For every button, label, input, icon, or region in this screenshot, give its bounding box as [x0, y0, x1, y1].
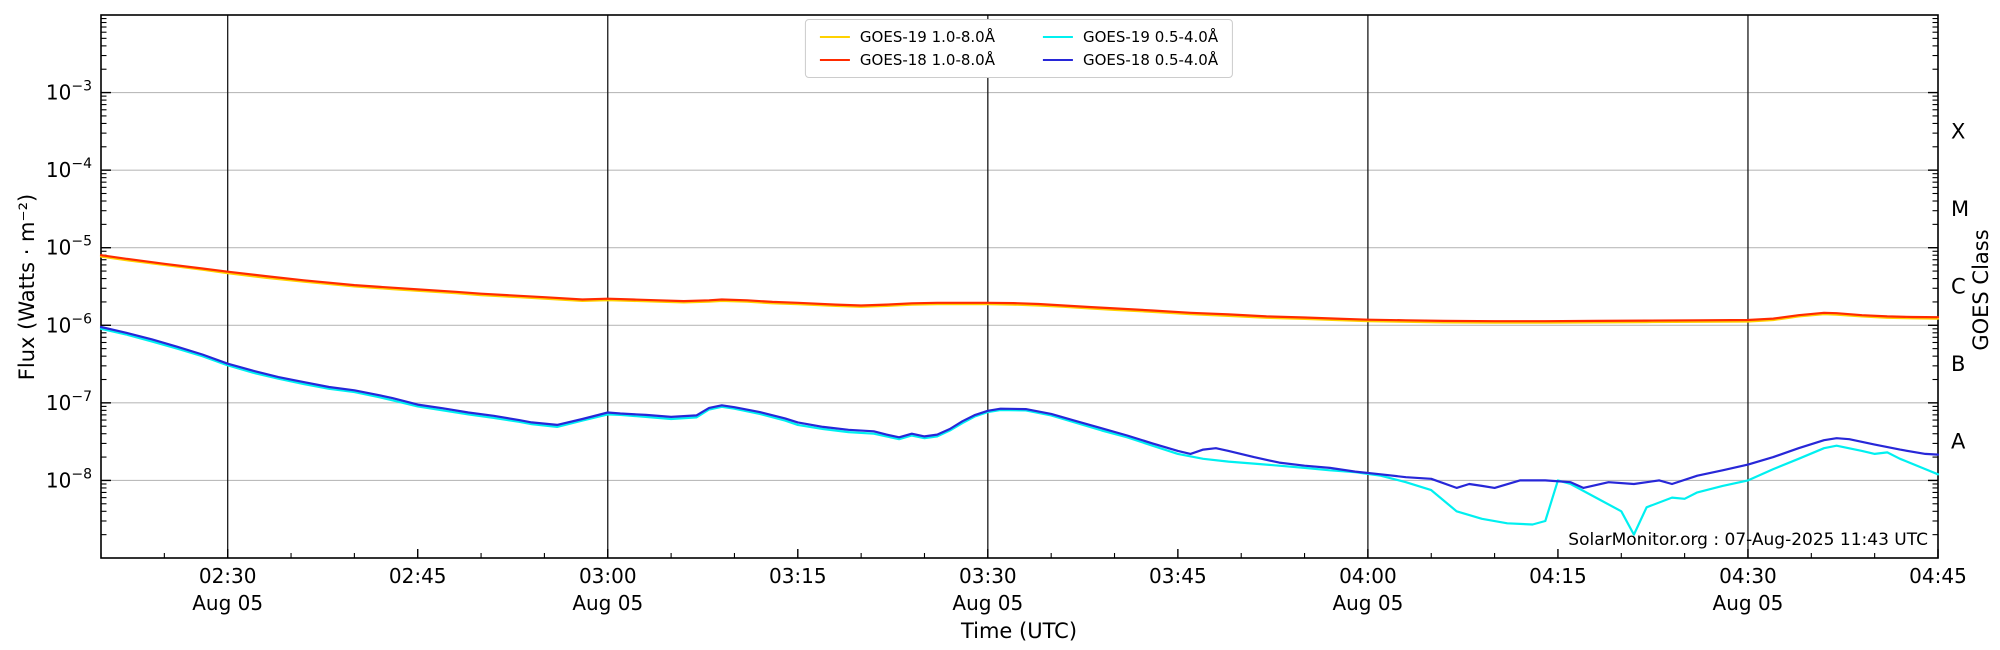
y-tick-label: 10−7: [46, 389, 92, 415]
x-tick-label: 04:30: [1719, 564, 1777, 588]
x-tick-label: 02:30: [199, 564, 257, 588]
series-line-goes-18-0-5-4-0-: [99, 325, 1940, 489]
x-tick-label: 02:45: [389, 564, 447, 588]
x-axis-title: Time (UTC): [960, 619, 1078, 643]
y-tick-label: 10−5: [46, 234, 92, 260]
x-tick-label: 03:00: [579, 564, 637, 588]
legend-item: GOES-19 1.0-8.0Å: [819, 28, 995, 46]
x-tick-date-label: Aug 05: [192, 591, 263, 615]
x-tick-label: 03:30: [959, 564, 1017, 588]
x-tick-date-label: Aug 05: [952, 591, 1023, 615]
legend-item: GOES-18 1.0-8.0Å: [819, 51, 995, 69]
x-tick-date-label: Aug 05: [1332, 591, 1403, 615]
legend-label: GOES-18 0.5-4.0Å: [1083, 51, 1219, 69]
series-line-goes-18-1-0-8-0-: [99, 254, 1940, 323]
goes-class-letter: X: [1951, 119, 1965, 143]
y-tick-label: 10−8: [46, 466, 92, 492]
y-axis-title: Flux (Watts · m⁻²): [15, 193, 39, 381]
y-tick-label: 10−4: [46, 156, 92, 182]
legend-label: GOES-19 0.5-4.0Å: [1083, 28, 1219, 46]
x-tick-label: 04:45: [1909, 564, 1967, 588]
right-axis-title: GOES Class: [1969, 229, 1993, 351]
y-tick-label: 10−6: [46, 311, 92, 337]
series-line-goes-19-1-0-8-0-: [99, 255, 1940, 324]
goes-class-letter: M: [1951, 197, 1969, 221]
goes-class-letter: A: [1951, 430, 1966, 454]
goes-class-letter: B: [1951, 352, 1965, 376]
series-line-goes-19-0-5-4-0-: [99, 327, 1940, 536]
legend: GOES-19 1.0-8.0Å GOES-18 1.0-8.0Å GOES-19 …: [804, 19, 1234, 78]
legend-label: GOES-18 1.0-8.0Å: [859, 51, 995, 69]
x-tick-label: 04:15: [1529, 564, 1587, 588]
legend-swatch-0: [819, 36, 850, 38]
legend-item: GOES-19 0.5-4.0Å: [1043, 28, 1218, 46]
x-tick-label: 03:45: [1149, 564, 1207, 588]
legend-item: GOES-18 0.5-4.0Å: [1043, 51, 1218, 69]
plot-border: [100, 14, 1939, 559]
y-tick-label: 10−3: [46, 79, 92, 105]
x-tick-date-label: Aug 05: [572, 591, 643, 615]
x-tick-label: 04:00: [1339, 564, 1397, 588]
legend-swatch-2: [1043, 36, 1073, 38]
x-tick-label: 03:15: [769, 564, 827, 588]
goes-class-letter: C: [1951, 275, 1966, 299]
legend-label: GOES-19 1.0-8.0Å: [859, 28, 995, 46]
legend-swatch-1: [819, 59, 850, 61]
x-tick-date-label: Aug 05: [1713, 591, 1784, 615]
watermark-text: SolarMonitor.org : 07-Aug-2025 11:43 UTC: [1568, 530, 1928, 550]
legend-swatch-3: [1043, 59, 1073, 61]
